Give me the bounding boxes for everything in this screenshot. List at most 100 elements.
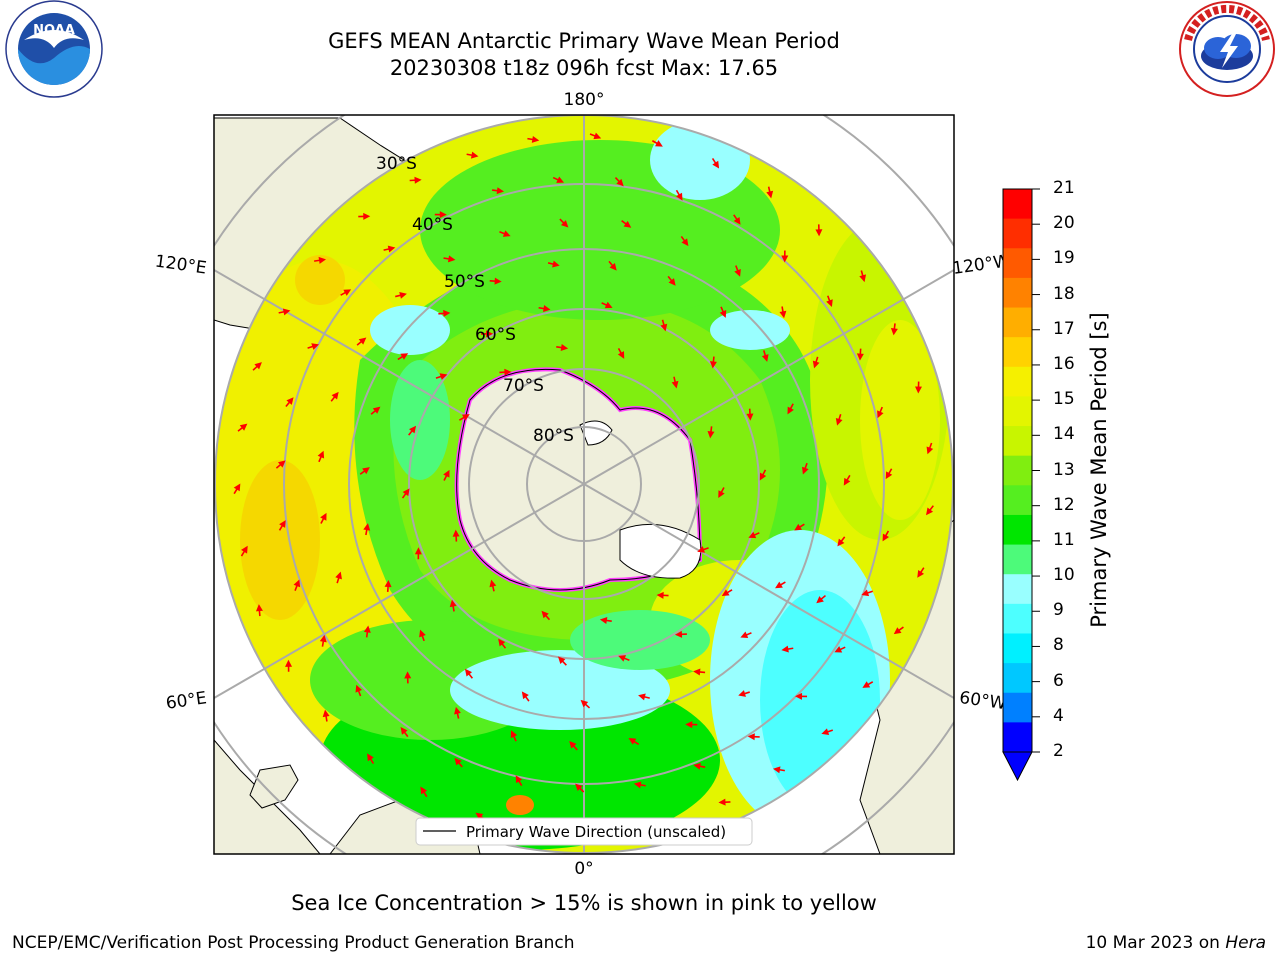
wave-arrow-head — [738, 690, 746, 697]
wave-arrow-head — [746, 414, 753, 421]
wave-arrow-head — [598, 829, 606, 836]
wave-arrow-head — [712, 161, 719, 169]
wave-arrow — [818, 596, 826, 602]
wave-arrow-head — [708, 431, 715, 438]
wave-arrow — [253, 363, 260, 370]
wave-arrow — [259, 606, 260, 616]
lat-label-50s: 50°S — [444, 272, 485, 292]
wave-arrow — [609, 261, 615, 269]
wave-arrow-head — [672, 381, 679, 389]
wave-arrow-head — [734, 217, 741, 225]
wave-arrow — [276, 462, 284, 468]
wave-arrow-head — [816, 596, 824, 603]
wave-arrow — [548, 263, 558, 265]
colorbar-segment — [1003, 633, 1032, 663]
wave-arrow — [402, 729, 408, 737]
wave-arrow-head — [722, 589, 730, 596]
wave-arrow — [590, 134, 599, 138]
wave-arrow-head — [419, 630, 426, 638]
wave-arrow-head — [494, 278, 501, 285]
nws-logo — [1176, 0, 1278, 100]
wave-arrow — [410, 180, 420, 181]
wave-arrow — [804, 463, 807, 472]
wave-arrow-head — [400, 353, 408, 360]
wave-arrow — [477, 814, 485, 820]
wave-arrow — [398, 354, 407, 359]
wave-arrow — [620, 657, 629, 661]
wave-arrow — [918, 568, 923, 576]
wave-arrow — [775, 769, 785, 771]
wave-arrow-head — [415, 547, 422, 554]
wave-arrow — [357, 687, 361, 696]
wave-arrow — [723, 590, 732, 595]
wave-arrow — [839, 537, 845, 545]
wave-arrow — [438, 313, 448, 314]
colorbar-segment — [1003, 722, 1032, 752]
wave-arrow — [836, 647, 845, 651]
wave-arrow-head — [355, 685, 362, 693]
wave-arrow — [543, 612, 550, 619]
map-frame — [214, 115, 954, 854]
wave-arrow — [783, 648, 793, 650]
wave-arrow — [459, 415, 468, 420]
wave-arrow — [887, 469, 892, 478]
wave-arrow — [895, 627, 903, 633]
wave-arrow-head — [409, 426, 416, 434]
wave-arrow-head — [675, 631, 682, 638]
colorbar-tick-label: 21 — [1053, 180, 1075, 197]
wave-arrow-head — [877, 410, 883, 418]
colorbar-segment — [1003, 278, 1032, 308]
colorbar-tick-label: 20 — [1053, 215, 1075, 232]
wave-arrow-head — [610, 263, 617, 271]
wave-arrow — [845, 475, 850, 484]
wave-arrow — [444, 258, 454, 260]
lat-label-60s: 60°S — [475, 325, 516, 345]
lon-label-60e: 60°E — [165, 688, 208, 713]
colorbar-segment — [1003, 189, 1032, 219]
wave-arrow-head — [894, 627, 902, 634]
wave-arrow — [894, 323, 895, 333]
footer-credit: NCEP/EMC/Verification Post Processing Pr… — [12, 933, 575, 953]
wave-arrow-head — [532, 136, 539, 143]
wave-arrow — [444, 472, 449, 481]
wave-arrow-head — [443, 470, 449, 478]
wave-arrow-head — [543, 305, 550, 312]
chart-title: GEFS MEAN Antarctic Primary Wave Mean Pe… — [0, 27, 1168, 55]
wave-arrow — [600, 831, 610, 833]
wave-arrow-head — [320, 513, 326, 521]
wave-arrow-head — [363, 523, 370, 530]
wave-arrow — [668, 276, 674, 284]
wave-arrow-head — [681, 238, 688, 246]
wave-arrow-head — [802, 467, 809, 475]
wave-arrow — [860, 349, 861, 359]
wave-arrow-head — [498, 639, 505, 647]
wave-arrow-head — [917, 570, 924, 578]
wave-arrow — [615, 178, 622, 185]
wave-arrow — [286, 399, 292, 407]
colorbar-tick-label: 10 — [1053, 567, 1075, 584]
wave-arrow — [512, 732, 516, 741]
colorbar-segment — [1003, 485, 1032, 515]
wave-arrow — [421, 788, 426, 796]
wave-arrow-head — [486, 330, 493, 337]
wave-arrow-head — [837, 539, 844, 547]
wave-arrow — [466, 670, 472, 678]
wave-arrow-head — [489, 580, 496, 588]
wave-arrow-head — [503, 230, 511, 237]
wave-arrow-head — [278, 460, 286, 467]
wave-arrow-head — [279, 520, 286, 528]
footer-date: 10 Mar 2023 on Hera — [1086, 933, 1266, 953]
wave-arrow — [828, 296, 831, 305]
wave-arrow — [719, 487, 724, 496]
wave-arrow — [750, 409, 751, 419]
wave-arrow — [467, 154, 477, 156]
wave-arrow-head — [541, 611, 548, 619]
wave-arrow — [750, 533, 759, 537]
noaa-logo-text: NOAA — [33, 23, 75, 38]
wave-arrow-head — [861, 590, 869, 597]
continents-layer — [214, 115, 954, 854]
wave-arrow — [740, 692, 750, 695]
wave-arrow-head — [388, 246, 396, 253]
wave-arrow — [602, 303, 611, 307]
